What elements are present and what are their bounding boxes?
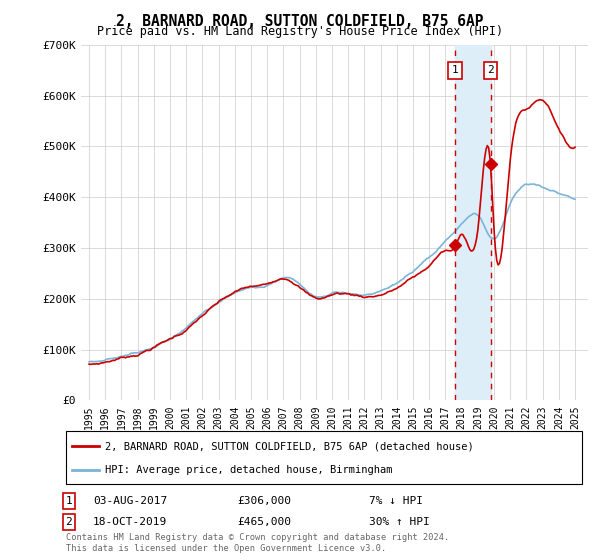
- Text: Contains HM Land Registry data © Crown copyright and database right 2024.
This d: Contains HM Land Registry data © Crown c…: [66, 533, 449, 553]
- Text: 7% ↓ HPI: 7% ↓ HPI: [369, 496, 423, 506]
- Text: 03-AUG-2017: 03-AUG-2017: [93, 496, 167, 506]
- Text: 30% ↑ HPI: 30% ↑ HPI: [369, 517, 430, 527]
- Text: 1: 1: [451, 65, 458, 75]
- Text: Price paid vs. HM Land Registry's House Price Index (HPI): Price paid vs. HM Land Registry's House …: [97, 25, 503, 38]
- Text: 1: 1: [65, 496, 73, 506]
- Text: HPI: Average price, detached house, Birmingham: HPI: Average price, detached house, Birm…: [105, 464, 392, 474]
- Text: 18-OCT-2019: 18-OCT-2019: [93, 517, 167, 527]
- Text: 2, BARNARD ROAD, SUTTON COLDFIELD, B75 6AP: 2, BARNARD ROAD, SUTTON COLDFIELD, B75 6…: [116, 14, 484, 29]
- Text: £306,000: £306,000: [237, 496, 291, 506]
- Text: 2: 2: [487, 65, 494, 75]
- Bar: [455, 45, 491, 400]
- Text: 2, BARNARD ROAD, SUTTON COLDFIELD, B75 6AP (detached house): 2, BARNARD ROAD, SUTTON COLDFIELD, B75 6…: [105, 441, 474, 451]
- Text: 2: 2: [65, 517, 73, 527]
- Text: £465,000: £465,000: [237, 517, 291, 527]
